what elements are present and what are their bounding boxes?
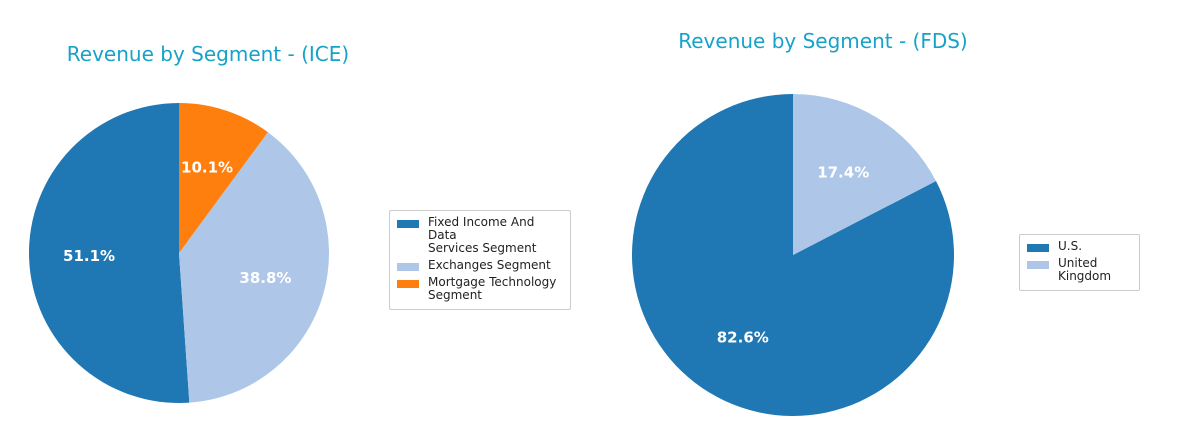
pie-slice-fixed-income: [28, 103, 190, 403]
legend-swatch: [1027, 244, 1049, 252]
legend-swatch: [1027, 261, 1049, 269]
legend-item-mortgage-tech: Mortgage Technology Segment: [397, 276, 563, 302]
legend-label: U.S.: [1058, 239, 1083, 253]
legend-item-us: U.S.: [1027, 240, 1132, 253]
legend-label: Fixed Income And Data Services Segment: [428, 215, 537, 255]
pie-slice-exchanges: [179, 132, 330, 403]
legend-swatch: [397, 280, 419, 288]
legend-item-fixed-income: Fixed Income And Data Services Segment: [397, 216, 563, 255]
pie-label-mortgage-tech: 10.1%: [181, 158, 233, 176]
legend-label: Mortgage Technology Segment: [428, 275, 557, 302]
legend-swatch: [397, 263, 419, 271]
legend-label: United Kingdom: [1058, 256, 1112, 283]
legend-item-exchanges: Exchanges Segment: [397, 259, 563, 272]
legend-swatch: [397, 220, 419, 228]
chart-title-ice: Revenue by Segment - (ICE): [67, 42, 349, 66]
chart-title-fds: Revenue by Segment - (FDS): [678, 29, 967, 53]
pie-fds: 82.6% 17.4%: [632, 94, 955, 416]
legend-fds: U.S. United Kingdom: [1019, 234, 1140, 291]
legend-label: Exchanges Segment: [428, 258, 551, 272]
pie-label-fixed-income: 51.1%: [63, 247, 115, 265]
pie-slice-mortgage-tech: [179, 103, 268, 253]
pie-label-exchanges: 38.8%: [239, 269, 291, 287]
pie-ice: 51.1% 38.8% 10.1%: [28, 103, 330, 403]
legend-item-united-kingdom: United Kingdom: [1027, 257, 1132, 283]
pie-label-united-kingdom: 17.4%: [817, 163, 869, 181]
pie-label-us: 82.6%: [717, 329, 769, 347]
pie-slice-united-kingdom: [793, 94, 936, 255]
legend-ice: Fixed Income And Data Services Segment Ex…: [389, 210, 571, 310]
